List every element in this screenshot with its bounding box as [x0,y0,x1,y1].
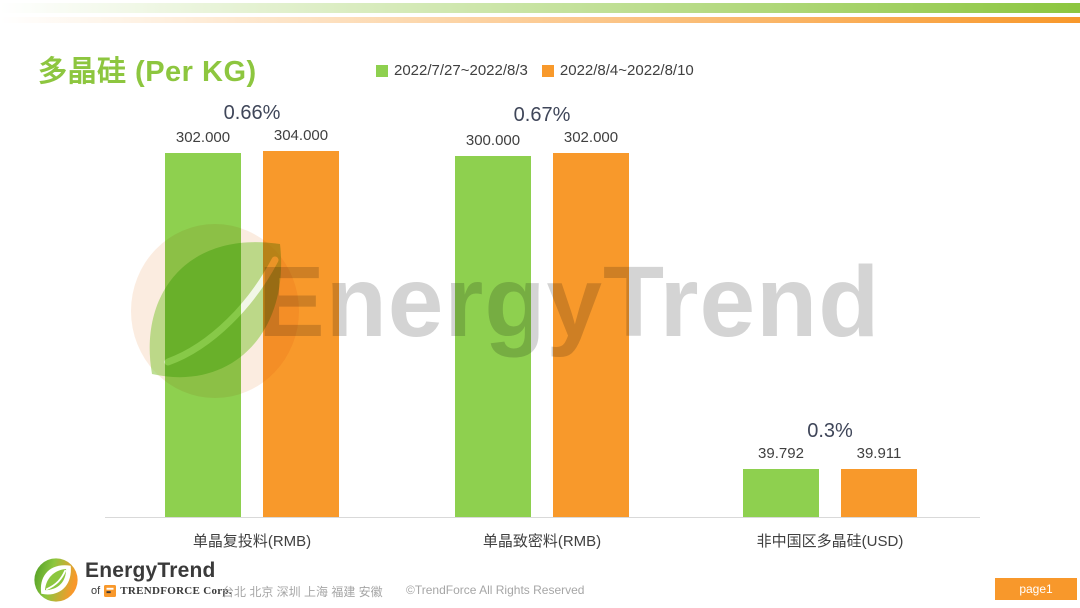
legend-swatch-green [376,64,388,77]
x-axis-line [105,517,980,518]
bar-value-label: 39.792 [758,445,804,463]
page-title: 多晶硅 (Per KG) [38,56,257,88]
legend-label: 2022/7/27~2022/8/3 [394,62,528,79]
bar-current-period [263,151,339,517]
bar-value-label: 300.000 [465,131,521,149]
legend-swatch-orange [541,64,554,77]
change-percent-label: 0.3% [807,419,853,442]
change-percent-label: 0.67% [513,104,571,127]
trendforce-corp-line: of TRENDFORCE Corp. [91,585,232,597]
energytrend-logo-icon [34,558,78,602]
legend-label: 2022/8/4~2022/8/10 [559,62,694,79]
top-orange-gradient-band [0,17,1080,23]
legend-item-previous-period: 2022/7/27~2022/8/3 [376,62,528,79]
category-label: 单晶致密料(RMB) [482,533,602,550]
trendforce-icon [104,585,117,597]
trendforce-label: TRENDFORCE Corp. [120,585,232,597]
bar-value-label: 304.000 [273,127,329,144]
legend-item-current-period: 2022/8/4~2022/8/10 [541,62,694,79]
top-green-gradient-band [0,3,1080,13]
bar-value-label: 302.000 [175,129,231,147]
bar-value-label: 302.000 [563,129,619,147]
change-percent-label: 0.66% [223,102,281,124]
page-number-badge: page1 [995,578,1077,600]
bar-current-period [841,468,917,517]
bar-value-label: 39.911 [856,444,902,462]
energytrend-logo: EnergyTrend of TRENDFORCE Corp. [33,555,233,605]
category-label: 单晶复投料(RMB) [192,533,312,550]
footer-copyright: ©TrendForce All Rights Reserved [406,583,585,597]
bar-current-period [553,153,629,517]
category-label: 非中国区多晶硅(USD) [756,533,904,550]
footer-cities: 台北 北京 深圳 上海 福建 安徽 [222,585,383,599]
of-label: of [91,585,101,597]
bar-previous-period [165,153,241,517]
energytrend-logo-text: EnergyTrend [85,559,216,582]
chart-legend: 2022/7/27~2022/8/3 2022/8/4~2022/8/10 [376,62,694,79]
bar-previous-period [743,469,819,517]
bar-previous-period [455,155,531,517]
